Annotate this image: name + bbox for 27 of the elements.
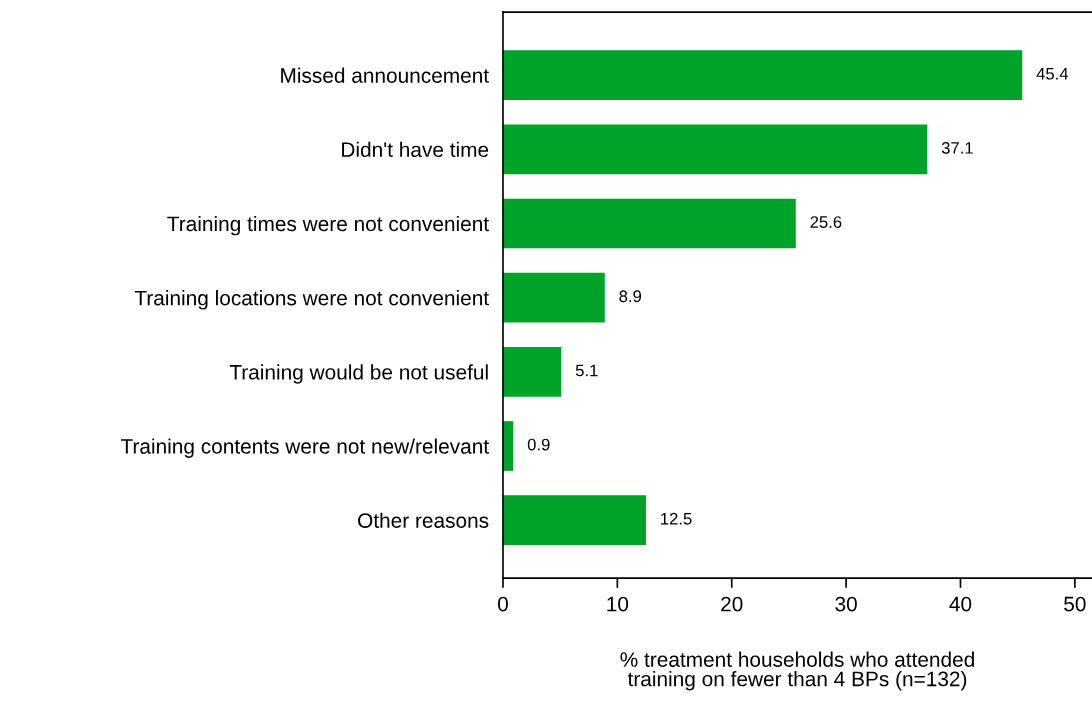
bar [502,495,646,546]
y-tick-label: Training times were not convenient [167,215,489,236]
bar [502,198,796,249]
y-tick-label: Training would be not useful [229,364,488,384]
data-label: 25.6 [810,216,842,228]
bar [502,50,1023,100]
data-label: 0.9 [527,438,550,451]
x-tick-label: 20 [721,596,743,612]
data-label: 8.9 [619,290,642,303]
x-tick-label: 30 [835,596,857,612]
y-tick-label: Training contents were not new/relevant [120,438,489,458]
y-tick-label: Training locations were not convenient [134,290,489,310]
x-axis-title: % treatment households who attended training on fewer than 4 BPs (n=132) [620,651,974,691]
x-tick-label: 40 [949,596,972,612]
x-tick-label: 50 [1064,596,1086,612]
y-tick-label: Other reasons [358,512,489,528]
x-tick-label: 10 [607,596,629,612]
y-tick-label: Didn't have time [342,141,489,158]
y-tick-label: Missed announcement [281,67,489,83]
bar [502,124,928,175]
bar [502,346,562,397]
data-label: 45.4 [1036,67,1069,80]
data-label: 5.1 [575,364,598,377]
data-label: 12.5 [661,512,692,525]
bar [502,272,605,323]
x-tick-label: 0 [498,596,508,612]
data-label: 37.1 [941,141,973,154]
